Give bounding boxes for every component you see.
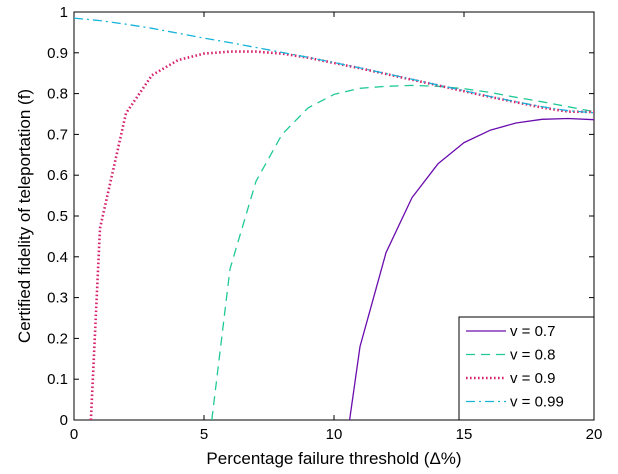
legend: v = 0.7 v = 0.8 v = 0.9 v = 0.99: [458, 316, 595, 421]
y-tick-label: 0.6: [47, 167, 68, 184]
series-line-v0-99: [73, 17, 595, 114]
legend-label: v = 0.9: [510, 370, 555, 387]
series-line-v0-8: [211, 84, 595, 421]
y-tick-label: 0.4: [47, 249, 68, 266]
legend-items: v = 0.7 v = 0.8 v = 0.9 v = 0.99: [466, 323, 564, 411]
y-tick-label: 0: [60, 412, 68, 429]
y-tick-label: 0.3: [47, 290, 68, 307]
x-tick-label: 10: [326, 426, 343, 443]
legend-box: [458, 316, 595, 421]
legend-label: v = 0.7: [510, 323, 555, 340]
y-tick-label: 1: [60, 4, 68, 21]
x-tick-label: 15: [456, 426, 473, 443]
y-tick-label: 0.8: [47, 86, 68, 103]
y-tick-label: 0.9: [47, 45, 68, 62]
series-line-v0-7: [348, 117, 595, 421]
y-axis-title: Certified fidelity of teleportation (f): [15, 89, 34, 343]
x-tick-label: 20: [586, 426, 603, 443]
legend-label: v = 0.8: [510, 347, 555, 364]
y-tick-label: 0.1: [47, 371, 68, 388]
x-tick-label: 5: [200, 426, 208, 443]
x-axis-title: Percentage failure threshold (Δ%): [206, 449, 461, 468]
series-lines: [73, 17, 595, 421]
y-tick-label: 0.5: [47, 208, 68, 225]
y-tick-label: 0.2: [47, 330, 68, 347]
x-tick-label: 0: [70, 426, 78, 443]
axis-ticks: 0 5 10 15 20 0 0.1 0.2 0.3 0.4 0.5 0.6 0.7 0.8 0.9 1: [47, 4, 602, 443]
legend-label: v = 0.99: [510, 394, 564, 411]
y-tick-label: 0.7: [47, 126, 68, 143]
